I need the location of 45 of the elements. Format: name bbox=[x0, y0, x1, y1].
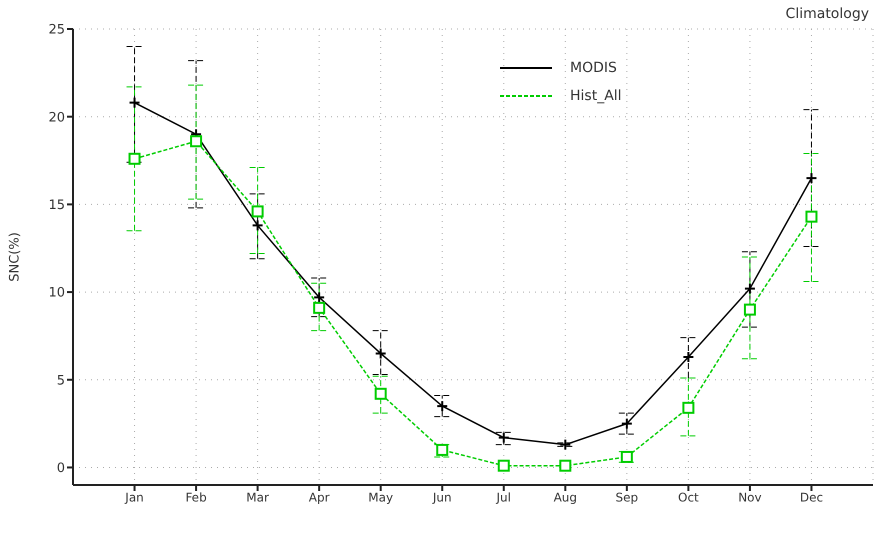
point bbox=[374, 388, 387, 400]
x-tick-label: May bbox=[368, 490, 394, 505]
x-tick-label: Apr bbox=[308, 490, 330, 505]
x-tick-label: Jul bbox=[496, 490, 512, 505]
y-tick-label: 25 bbox=[48, 22, 65, 38]
chart-title: Climatology bbox=[786, 6, 869, 22]
point bbox=[620, 450, 633, 463]
x-tick-label: Feb bbox=[185, 490, 207, 505]
x-tick-label: Jun bbox=[432, 490, 452, 505]
point bbox=[805, 210, 818, 223]
y-tick-label: 5 bbox=[56, 373, 65, 388]
point bbox=[128, 96, 141, 109]
point bbox=[744, 282, 756, 295]
point bbox=[374, 347, 387, 360]
point bbox=[498, 432, 510, 444]
point bbox=[128, 152, 141, 165]
point bbox=[744, 304, 756, 316]
y-tick-label: 15 bbox=[48, 198, 65, 213]
legend-label: Hist_All bbox=[570, 88, 622, 104]
x-tick-label: Jan bbox=[124, 490, 144, 505]
point bbox=[559, 460, 572, 472]
point bbox=[252, 219, 264, 232]
x-tick-label: Aug bbox=[554, 490, 578, 505]
point bbox=[190, 135, 202, 148]
x-tick-label: Oct bbox=[678, 490, 700, 505]
x-tick-label: Dec bbox=[800, 490, 824, 505]
point bbox=[559, 438, 572, 451]
legend-label: MODIS bbox=[570, 60, 617, 76]
point bbox=[620, 418, 633, 430]
point bbox=[436, 444, 448, 456]
point bbox=[313, 291, 326, 304]
point bbox=[805, 172, 818, 184]
x-tick-label: Nov bbox=[738, 490, 762, 505]
x-tick-label: Mar bbox=[246, 490, 269, 505]
y-tick-label: 20 bbox=[48, 110, 65, 126]
point bbox=[682, 350, 694, 363]
y-tick-label: 0 bbox=[56, 461, 65, 476]
point bbox=[252, 205, 264, 218]
point bbox=[436, 400, 448, 412]
y-tick-label: 10 bbox=[48, 286, 65, 301]
point bbox=[498, 460, 510, 472]
y-axis-title: SNC(%) bbox=[8, 232, 23, 282]
x-tick-label: Sep bbox=[616, 490, 638, 505]
point bbox=[313, 302, 326, 314]
point bbox=[682, 402, 694, 414]
